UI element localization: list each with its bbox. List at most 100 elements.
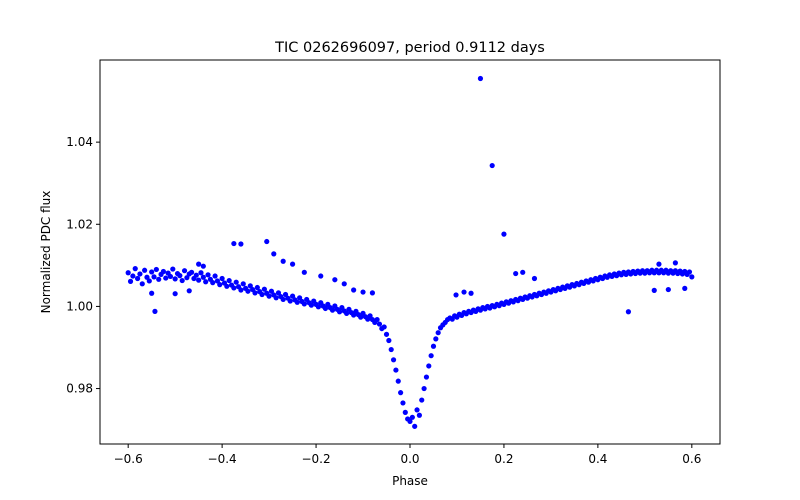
data-point bbox=[167, 273, 174, 280]
data-point bbox=[412, 423, 418, 429]
x-tick-label: −0.2 bbox=[301, 452, 330, 466]
data-point bbox=[289, 261, 296, 267]
data-point bbox=[461, 289, 467, 295]
data-point bbox=[672, 260, 678, 266]
data-point bbox=[196, 277, 202, 283]
data-point bbox=[238, 287, 244, 293]
data-point bbox=[280, 296, 286, 303]
data-point bbox=[402, 409, 408, 415]
data-point bbox=[247, 283, 253, 289]
data-point bbox=[351, 287, 357, 293]
data-point bbox=[468, 290, 474, 296]
data-point bbox=[287, 298, 293, 304]
data-point bbox=[186, 288, 192, 294]
data-point bbox=[163, 275, 169, 281]
data-point bbox=[217, 282, 223, 288]
data-point bbox=[351, 312, 357, 318]
plot-frame bbox=[99, 59, 721, 445]
data-point bbox=[501, 231, 507, 237]
data-point bbox=[308, 302, 314, 308]
data-point bbox=[336, 309, 343, 315]
data-point bbox=[682, 285, 688, 291]
data-point bbox=[453, 292, 459, 298]
data-point bbox=[137, 271, 143, 277]
x-tick-label: −0.4 bbox=[208, 452, 237, 466]
data-point bbox=[416, 412, 422, 418]
data-point bbox=[259, 291, 265, 298]
data-points bbox=[125, 75, 695, 429]
data-point bbox=[388, 346, 394, 353]
data-point bbox=[280, 258, 286, 264]
data-point bbox=[231, 240, 237, 247]
data-point bbox=[435, 330, 441, 336]
data-point bbox=[226, 277, 232, 284]
data-point bbox=[132, 266, 138, 272]
data-point bbox=[367, 313, 373, 319]
data-point bbox=[390, 357, 397, 363]
data-point bbox=[625, 309, 632, 315]
x-tick-label: −0.6 bbox=[114, 452, 143, 466]
data-point bbox=[428, 353, 434, 359]
data-point bbox=[125, 270, 131, 276]
data-point bbox=[139, 281, 145, 287]
data-point bbox=[130, 273, 136, 279]
data-point bbox=[153, 266, 159, 273]
data-point bbox=[273, 295, 279, 301]
data-point bbox=[142, 267, 148, 273]
data-point bbox=[177, 273, 183, 279]
data-point bbox=[205, 272, 211, 278]
data-point bbox=[170, 266, 176, 272]
data-point bbox=[233, 279, 239, 285]
data-point bbox=[179, 277, 185, 284]
data-point bbox=[686, 269, 693, 275]
data-point bbox=[245, 288, 251, 294]
data-point bbox=[264, 238, 270, 245]
data-point bbox=[151, 274, 157, 280]
data-point bbox=[398, 390, 404, 396]
data-point bbox=[196, 261, 202, 267]
y-axis-ticks: 0.98 1.00 1.02 1.04 bbox=[66, 135, 100, 396]
data-point bbox=[294, 299, 300, 305]
data-point bbox=[200, 263, 206, 269]
y-tick-label: 1.04 bbox=[66, 135, 93, 149]
data-point bbox=[376, 321, 383, 327]
data-point bbox=[181, 268, 188, 274]
data-point bbox=[156, 276, 162, 282]
data-point bbox=[407, 418, 413, 425]
data-point bbox=[689, 274, 695, 280]
y-tick-label: 0.98 bbox=[66, 382, 93, 396]
data-point bbox=[341, 281, 347, 287]
data-point bbox=[268, 288, 275, 294]
data-point bbox=[477, 75, 484, 82]
data-point bbox=[271, 251, 277, 257]
chart-title: TIC 0262696097, period 0.9112 days bbox=[274, 40, 545, 56]
data-point bbox=[224, 283, 230, 289]
data-point bbox=[200, 274, 206, 280]
data-point bbox=[400, 400, 406, 406]
y-tick-label: 1.00 bbox=[66, 299, 93, 313]
data-point bbox=[393, 367, 399, 373]
data-point bbox=[301, 301, 307, 307]
data-point bbox=[282, 291, 289, 298]
data-point bbox=[369, 290, 376, 296]
data-point bbox=[160, 268, 167, 275]
data-point bbox=[146, 278, 152, 284]
data-point bbox=[386, 337, 392, 344]
data-point bbox=[433, 336, 439, 342]
data-point bbox=[421, 385, 427, 392]
data-point bbox=[383, 331, 390, 337]
data-point bbox=[329, 307, 336, 313]
data-point bbox=[240, 281, 246, 287]
data-point bbox=[332, 277, 338, 283]
data-point bbox=[322, 305, 329, 312]
y-axis-label: Normalized PDC flux bbox=[39, 191, 53, 314]
data-point bbox=[188, 269, 195, 275]
data-point bbox=[656, 261, 662, 267]
data-point bbox=[414, 407, 420, 413]
data-point bbox=[360, 289, 366, 295]
y-tick-label: 1.02 bbox=[66, 217, 93, 231]
data-point bbox=[261, 286, 267, 292]
data-point bbox=[193, 272, 199, 278]
data-point bbox=[426, 363, 432, 369]
data-point bbox=[513, 270, 519, 277]
